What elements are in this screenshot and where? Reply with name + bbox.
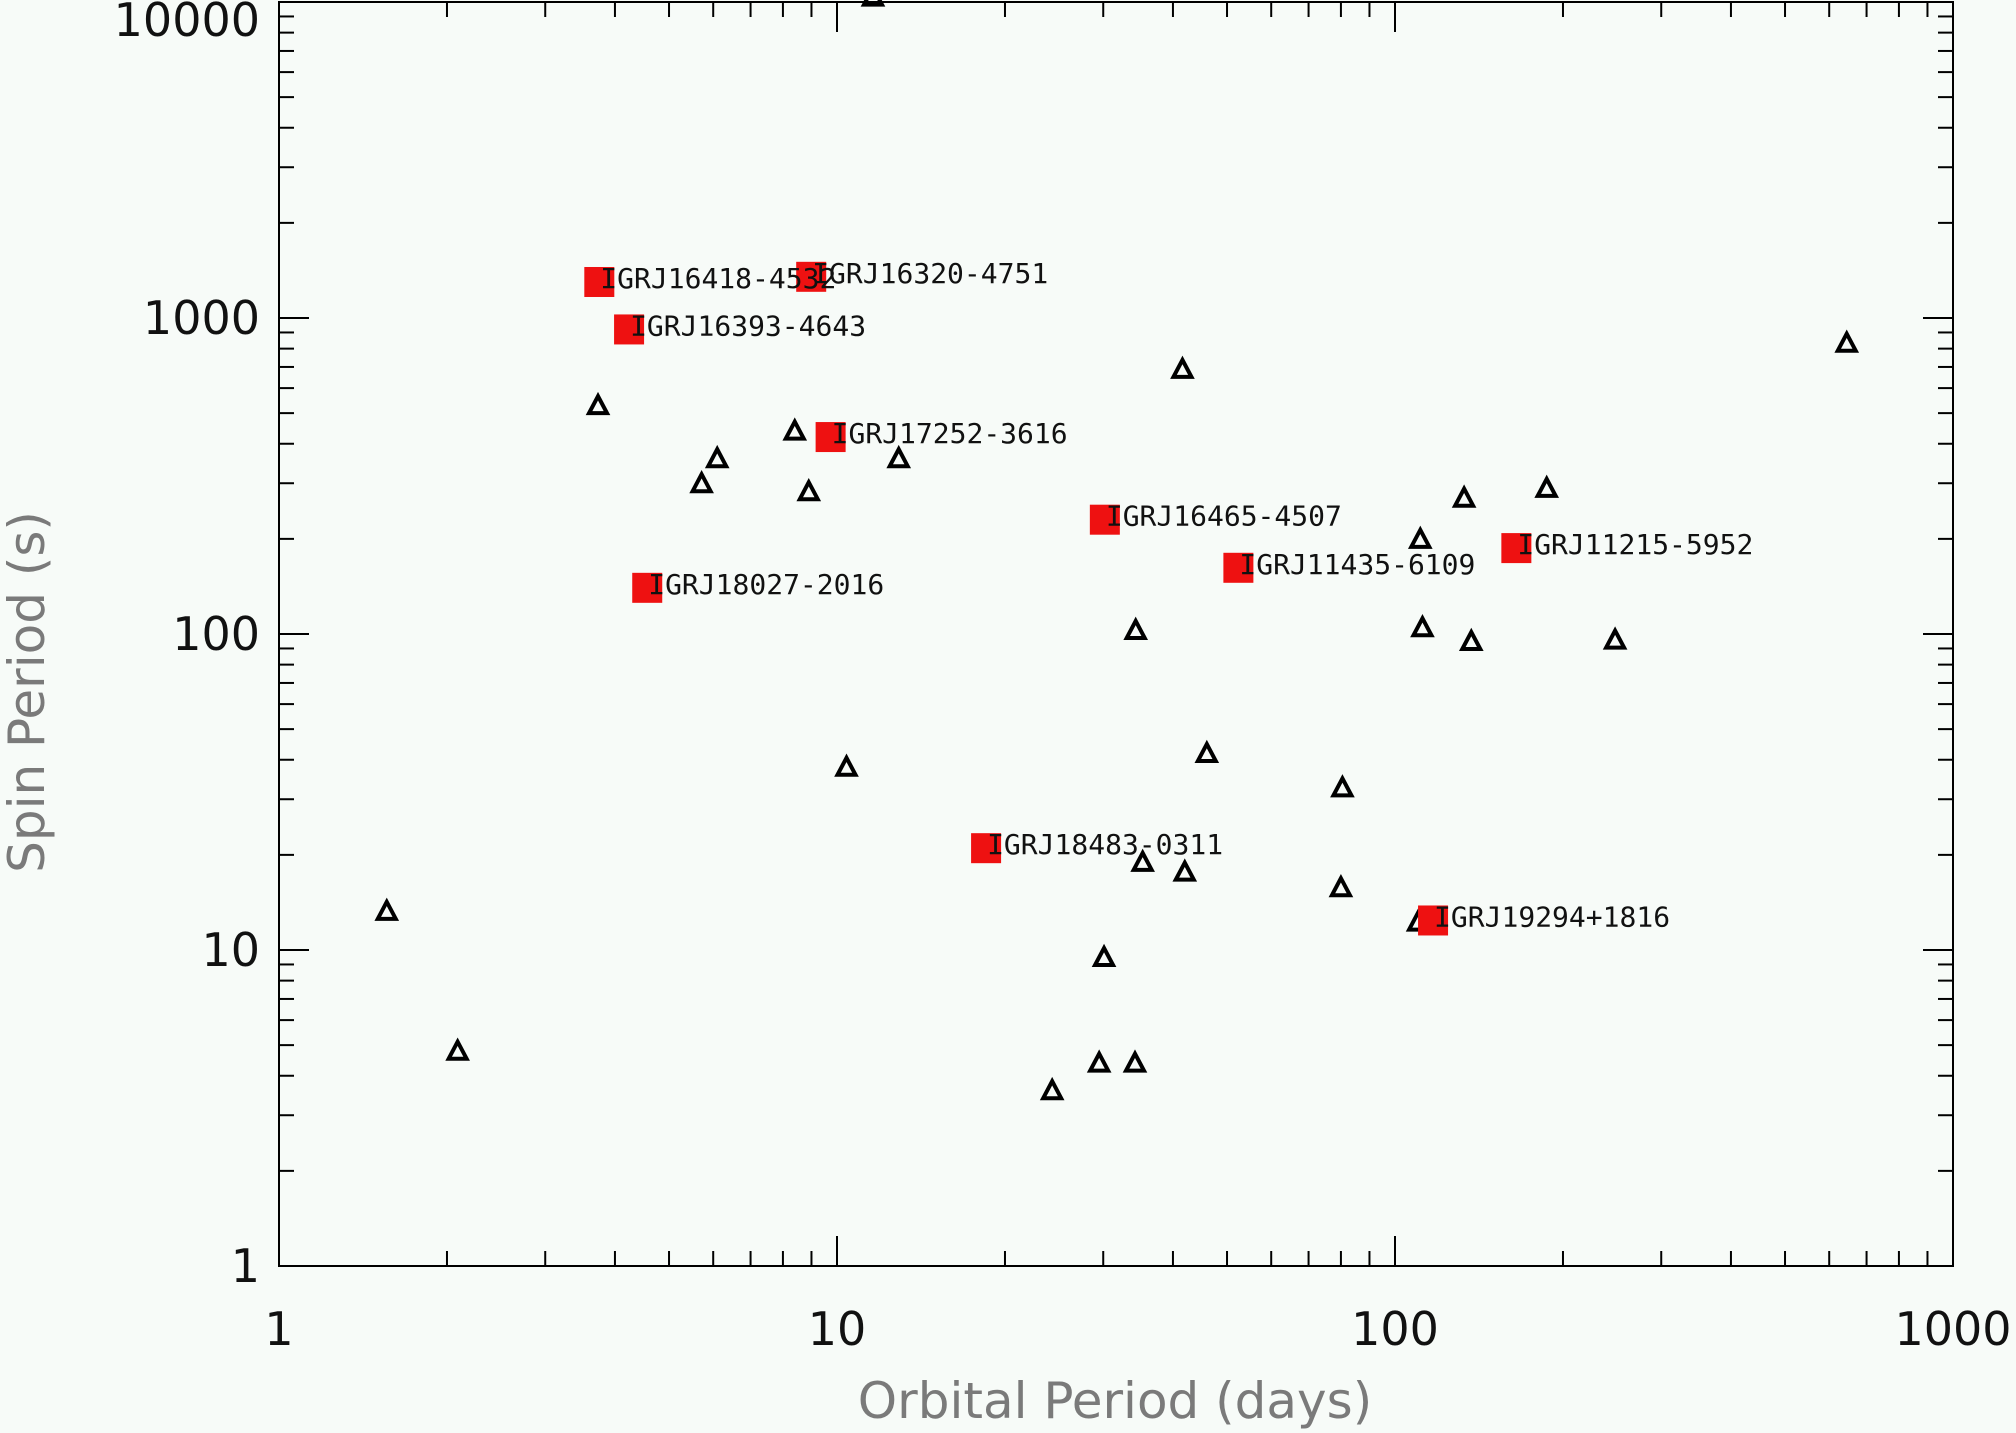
y-axis-title: Spin Period (s) — [0, 511, 56, 873]
point-label: IGRJ16418-4532 — [600, 262, 836, 295]
square-point — [815, 422, 846, 453]
point-label: IGRJ19294+1816 — [1434, 900, 1670, 933]
triangle-point — [796, 477, 822, 502]
x-axis-title: Orbital Period (days) — [858, 1372, 1372, 1430]
y-tick-label: 10 — [201, 923, 260, 977]
x-tick-label: 10 — [808, 1302, 867, 1356]
data-points — [374, 0, 1860, 1101]
triangle-point — [1130, 848, 1155, 872]
triangle-point — [1834, 329, 1860, 353]
triangle-point — [689, 469, 714, 494]
y-tick-label: 10000 — [114, 0, 260, 47]
y-tick-label: 1 — [231, 1239, 260, 1293]
axis-tick-labels: 1 10 100 1000 1 10 100 1000 10000 — [114, 0, 2012, 1356]
triangle-point — [1328, 873, 1354, 898]
triangle-point — [1086, 1049, 1112, 1073]
triangle-point — [1172, 858, 1198, 882]
point-label: IGRJ17252-3616 — [832, 417, 1068, 450]
triangle-point — [1602, 626, 1628, 650]
y-tick-label: 100 — [172, 607, 260, 661]
triangle-point — [1039, 1076, 1065, 1101]
triangle-point — [374, 897, 400, 921]
triangle-point — [886, 444, 912, 469]
y-tick-label: 1000 — [143, 291, 260, 345]
triangle-point — [1458, 627, 1484, 652]
triangle-point — [1122, 1049, 1148, 1073]
triangle-point — [1091, 943, 1117, 968]
square-point — [796, 261, 827, 292]
triangle-point — [834, 753, 859, 777]
point-label: IGRJ16320-4751 — [812, 257, 1048, 290]
triangle-point — [1170, 355, 1195, 379]
triangle-point — [782, 417, 808, 441]
square-point — [1501, 533, 1532, 564]
triangle-point — [445, 1037, 470, 1061]
point-label: IGRJ18027-2016 — [648, 568, 884, 601]
point-label: IGRJ11435-6109 — [1239, 548, 1475, 581]
square-point — [1418, 905, 1449, 936]
square-point — [632, 572, 663, 603]
x-tick-label: 1 — [264, 1302, 293, 1356]
triangle-point — [1123, 616, 1149, 640]
point-label: IGRJ16465-4507 — [1106, 500, 1342, 533]
point-label: IGRJ11215-5952 — [1517, 528, 1753, 561]
square-point — [614, 314, 645, 345]
triangle-point — [1330, 774, 1355, 798]
triangle-point — [1534, 474, 1560, 498]
triangle-point — [1410, 614, 1435, 638]
x-tick-label: 100 — [1351, 1302, 1439, 1356]
triangle-point — [585, 391, 611, 416]
triangle-point — [1407, 525, 1433, 549]
square-point — [1223, 552, 1254, 583]
triangle-point — [1451, 484, 1477, 508]
square-point — [584, 266, 615, 297]
plot-frame — [278, 1, 1954, 1267]
triangle-point — [704, 444, 730, 469]
x-tick-label: 1000 — [1894, 1302, 2011, 1356]
point-label: IGRJ18483-0311 — [987, 828, 1223, 861]
square-point — [1089, 504, 1120, 535]
square-point — [971, 833, 1002, 864]
axis-ticks — [278, 2, 1953, 1267]
triangle-point — [1194, 739, 1220, 764]
point-label: IGRJ16393-4643 — [630, 309, 866, 342]
triangle-point — [860, 0, 886, 7]
